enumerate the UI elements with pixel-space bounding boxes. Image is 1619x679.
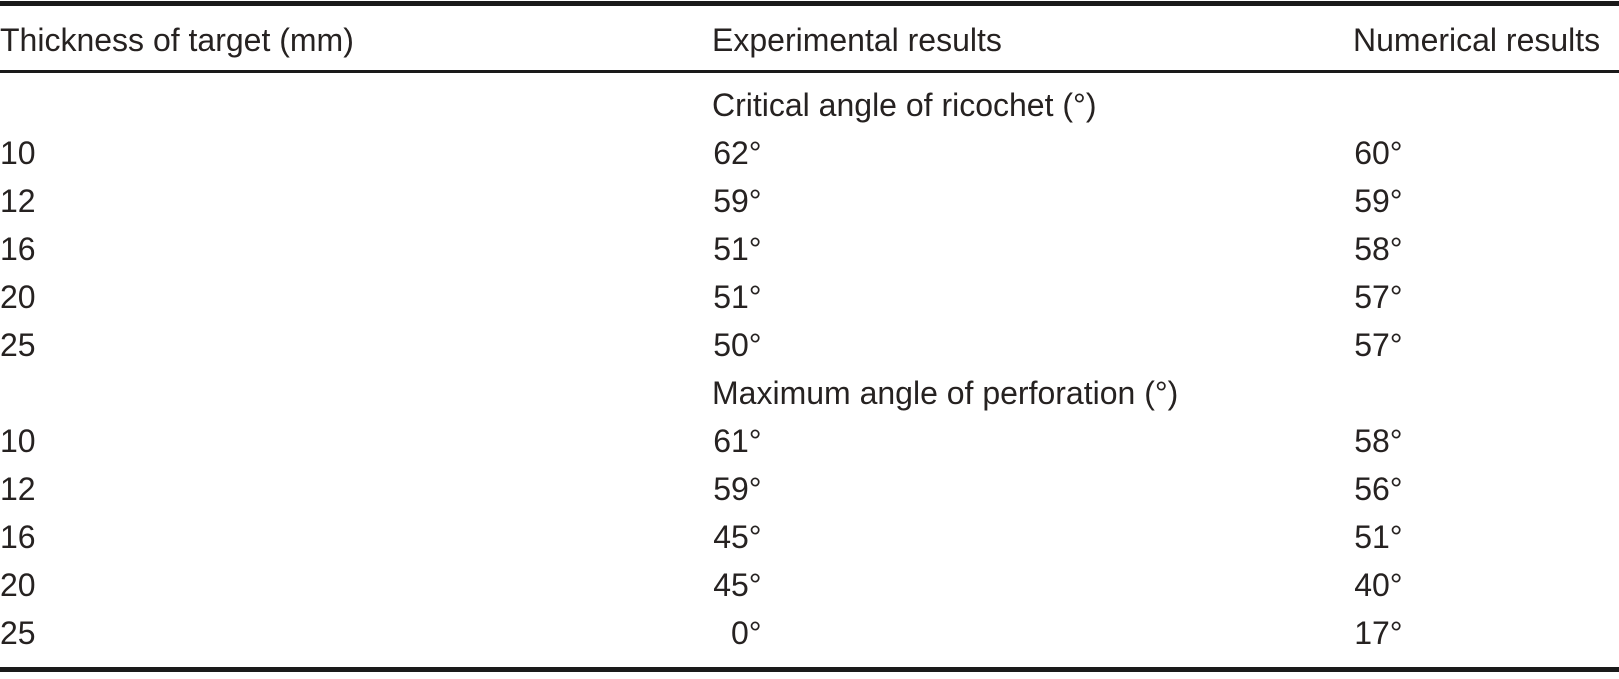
experimental-cell-value: 61° <box>713 423 762 459</box>
numerical-cell-value: 58° <box>1354 231 1403 267</box>
table-row: 12 59° 59° <box>0 177 1619 225</box>
thickness-cell: 10 <box>0 423 36 459</box>
numerical-cell: 58° <box>1353 417 1619 465</box>
numerical-cell-value: 60° <box>1354 135 1403 171</box>
numerical-cell-value: 58° <box>1354 423 1403 459</box>
numerical-cell-value: 59° <box>1354 183 1403 219</box>
numerical-cell: 58° <box>1353 225 1619 273</box>
numerical-cell: 57° <box>1353 273 1619 321</box>
table-row: 10 62° 60° <box>0 129 1619 177</box>
table-bottom-rule <box>0 667 1619 672</box>
experimental-cell: 62° <box>712 129 1353 177</box>
numerical-cell: 57° <box>1353 321 1619 369</box>
numerical-cell: 59° <box>1353 177 1619 225</box>
section-label: Critical angle of ricochet (°) <box>712 87 1097 123</box>
experimental-cell-value: 59° <box>713 471 762 507</box>
thickness-cell: 10 <box>0 135 36 171</box>
section-header-spacer <box>0 81 712 129</box>
experimental-cell-value: 50° <box>713 327 762 363</box>
section-label: Maximum angle of perforation (°) <box>712 375 1179 411</box>
numerical-cell: 56° <box>1353 465 1619 513</box>
thickness-cell: 20 <box>0 567 36 603</box>
section-header-spacer <box>1353 369 1619 417</box>
table-row: 16 45° 51° <box>0 513 1619 561</box>
numerical-cell-value: 57° <box>1354 279 1403 315</box>
thickness-cell: 25 <box>0 327 36 363</box>
column-header-experimental: Experimental results <box>712 22 1002 58</box>
experimental-cell-value: 45° <box>713 567 762 603</box>
table-row: 25 50° 57° <box>0 321 1619 369</box>
numerical-cell: 17° <box>1353 609 1619 657</box>
section-header-spacer <box>1353 81 1619 129</box>
table-row: 20 51° 57° <box>0 273 1619 321</box>
experimental-cell-value: 51° <box>713 279 762 315</box>
experimental-cell: 45° <box>712 561 1353 609</box>
table-row: 20 45° 40° <box>0 561 1619 609</box>
section-header-spacer <box>0 369 712 417</box>
table-row: 25 0° 17° <box>0 609 1619 657</box>
section-header-row: Maximum angle of perforation (°) <box>0 369 1619 417</box>
table-top-rule <box>0 1 1619 6</box>
experimental-cell: 50° <box>712 321 1353 369</box>
numerical-cell-value: 57° <box>1354 327 1403 363</box>
section-header-row: Critical angle of ricochet (°) <box>0 81 1619 129</box>
thickness-cell: 16 <box>0 519 36 555</box>
experimental-cell-value: 62° <box>713 135 762 171</box>
experimental-cell: 61° <box>712 417 1353 465</box>
table-row: 16 51° 58° <box>0 225 1619 273</box>
table-row: 10 61° 58° <box>0 417 1619 465</box>
table-header-row: Thickness of target (mm) Experimental re… <box>0 16 1619 64</box>
experimental-cell: 45° <box>712 513 1353 561</box>
numerical-cell-value: 17° <box>1354 615 1403 651</box>
table-header-rule <box>0 70 1619 73</box>
experimental-cell: 59° <box>712 465 1353 513</box>
thickness-cell: 12 <box>0 183 36 219</box>
column-header-thickness: Thickness of target (mm) <box>0 22 354 58</box>
thickness-cell: 12 <box>0 471 36 507</box>
numerical-cell: 40° <box>1353 561 1619 609</box>
numerical-cell-value: 51° <box>1354 519 1403 555</box>
experimental-cell-value: 45° <box>713 519 762 555</box>
experimental-cell-value: 51° <box>713 231 762 267</box>
numerical-cell: 60° <box>1353 129 1619 177</box>
table-row: 12 59° 56° <box>0 465 1619 513</box>
thickness-cell: 16 <box>0 231 36 267</box>
experimental-cell: 59° <box>712 177 1353 225</box>
experimental-cell-value: 0° <box>731 615 762 651</box>
numerical-cell: 51° <box>1353 513 1619 561</box>
column-header-numerical: Numerical results <box>1353 22 1601 58</box>
experimental-cell: 51° <box>712 273 1353 321</box>
experimental-cell-value: 59° <box>713 183 762 219</box>
thickness-cell: 25 <box>0 615 36 651</box>
experimental-cell: 51° <box>712 225 1353 273</box>
numerical-cell-value: 56° <box>1354 471 1403 507</box>
numerical-cell-value: 40° <box>1354 567 1403 603</box>
table-body: Critical angle of ricochet (°) 10 62° 60° 12… <box>0 81 1619 657</box>
thickness-cell: 20 <box>0 279 36 315</box>
experimental-cell: 0° <box>712 609 1353 657</box>
